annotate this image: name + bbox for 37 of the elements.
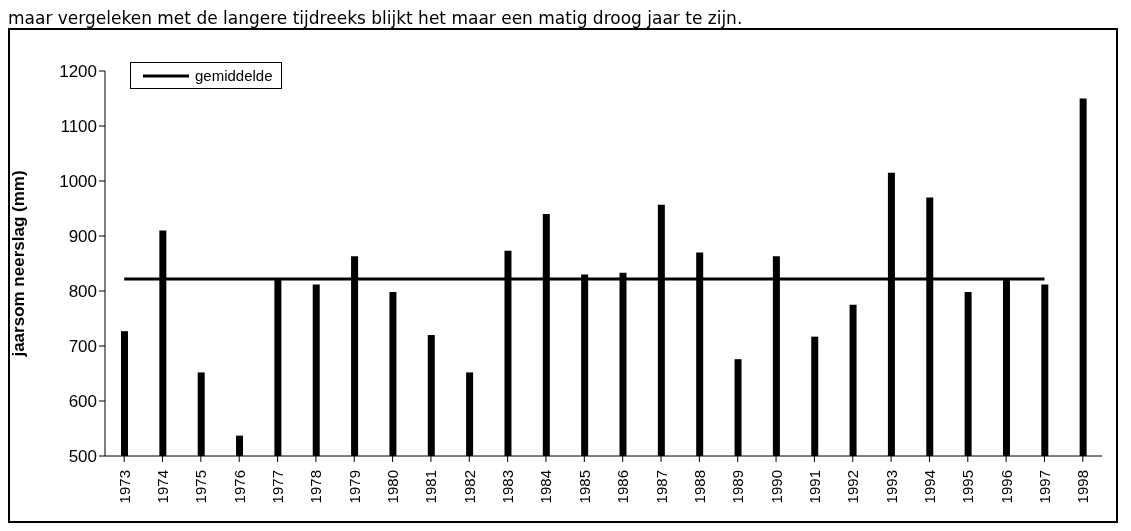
x-tick-label: 1983 bbox=[499, 470, 517, 504]
x-tick-label: 1973 bbox=[115, 470, 133, 504]
x-tick-label: 1997 bbox=[1035, 470, 1053, 504]
y-axis-title: jaarsom neerslag (mm) bbox=[9, 170, 29, 358]
x-tick-label: 1978 bbox=[307, 470, 325, 504]
x-tick-label: 1994 bbox=[920, 470, 938, 504]
y-tick-label: 1100 bbox=[60, 117, 97, 137]
y-tick-label: 900 bbox=[68, 227, 97, 247]
x-tick-label: 1995 bbox=[959, 470, 977, 504]
x-tick-label: 1990 bbox=[767, 470, 785, 504]
x-tick-label: 1982 bbox=[460, 470, 478, 504]
x-tick-label: 1985 bbox=[575, 470, 593, 504]
text: maar vergeleken met de langere tijdreeks blijkt het maar een matig droog jaar te zijn. bbox=[8, 8, 744, 28]
x-tick-label: 1988 bbox=[690, 470, 708, 504]
x-tick-label: 1984 bbox=[537, 470, 555, 504]
y-tick-label: 800 bbox=[68, 282, 97, 302]
y-tick-label: 1200 bbox=[59, 62, 97, 82]
x-tick-label: 1996 bbox=[997, 470, 1015, 504]
x-tick-label: 1991 bbox=[805, 470, 823, 504]
x-tick-label: 1993 bbox=[882, 470, 900, 504]
x-tick-label: 1998 bbox=[1074, 470, 1092, 504]
x-tick-label: 1974 bbox=[154, 470, 172, 504]
y-tick-label: 500 bbox=[68, 447, 97, 467]
x-tick-label: 1992 bbox=[844, 470, 862, 504]
y-tick-label: 600 bbox=[68, 392, 97, 412]
x-tick-label: 1977 bbox=[269, 470, 287, 504]
x-tick-label: 1980 bbox=[384, 470, 402, 504]
x-tick-label: 1987 bbox=[652, 470, 670, 504]
legend-label: gemiddelde bbox=[195, 67, 273, 84]
x-tick-label: 1979 bbox=[345, 470, 363, 504]
x-tick-label: 1986 bbox=[614, 470, 632, 504]
y-tick-label: 1000 bbox=[59, 172, 97, 192]
y-tick-label: 700 bbox=[68, 337, 97, 357]
x-tick-label: 1976 bbox=[230, 470, 248, 504]
x-tick-label: 1989 bbox=[729, 470, 747, 504]
x-tick-label: 1975 bbox=[192, 470, 210, 504]
x-tick-label: 1981 bbox=[422, 470, 440, 504]
